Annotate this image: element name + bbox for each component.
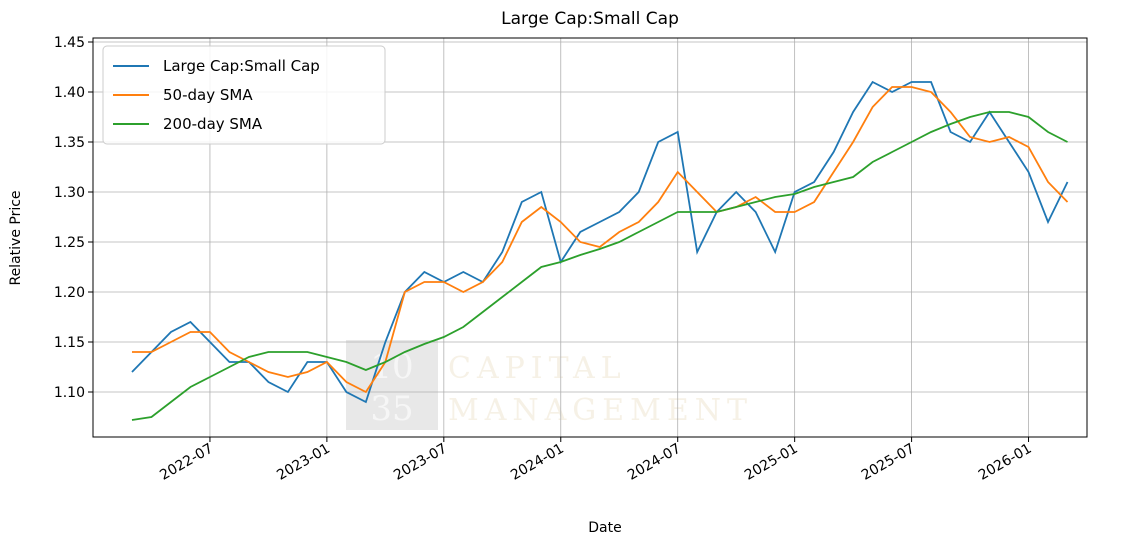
watermark-box: [346, 340, 438, 430]
x-axis-label: Date: [588, 520, 621, 536]
x-tick-label: 2023-01: [274, 441, 333, 484]
watermark-text: 35: [370, 389, 413, 429]
y-tick-label: 1.25: [54, 235, 85, 251]
legend-box: [102, 45, 386, 145]
x-tick-label: 2026-01: [976, 441, 1035, 484]
y-tick-label: 1.15: [54, 335, 85, 351]
watermark-text: CAPITAL: [448, 351, 627, 386]
x-tick-label: 2022-07: [157, 441, 216, 484]
x-tick-label: 2025-01: [742, 441, 801, 484]
line-series: [131, 111, 1068, 421]
legend-label: 50-day SMA: [163, 86, 253, 104]
legend-label: 200-day SMA: [163, 115, 263, 133]
x-tick-label: 2024-01: [508, 441, 567, 484]
plot-frame: [92, 37, 1088, 438]
y-tick-label: 1.30: [54, 185, 85, 201]
chart-title: Large Cap:Small Cap: [501, 9, 679, 29]
y-tick-label: 1.40: [54, 85, 85, 101]
line-series: [131, 86, 1069, 394]
y-tick-label: 1.20: [54, 285, 85, 301]
x-tick-label: 2024-07: [625, 441, 684, 484]
watermark-text: MANAGEMENT: [448, 393, 753, 428]
y-tick-label: 1.45: [54, 35, 85, 51]
y-tick-label: 1.10: [54, 385, 85, 401]
legend-label: Large Cap:Small Cap: [163, 57, 320, 75]
x-tick-label: 2023-07: [391, 441, 450, 484]
x-tick-label: 2025-07: [859, 441, 918, 484]
y-axis-label: Relative Price: [8, 190, 24, 285]
y-tick-label: 1.35: [54, 135, 85, 151]
line-series: [131, 80, 1069, 404]
